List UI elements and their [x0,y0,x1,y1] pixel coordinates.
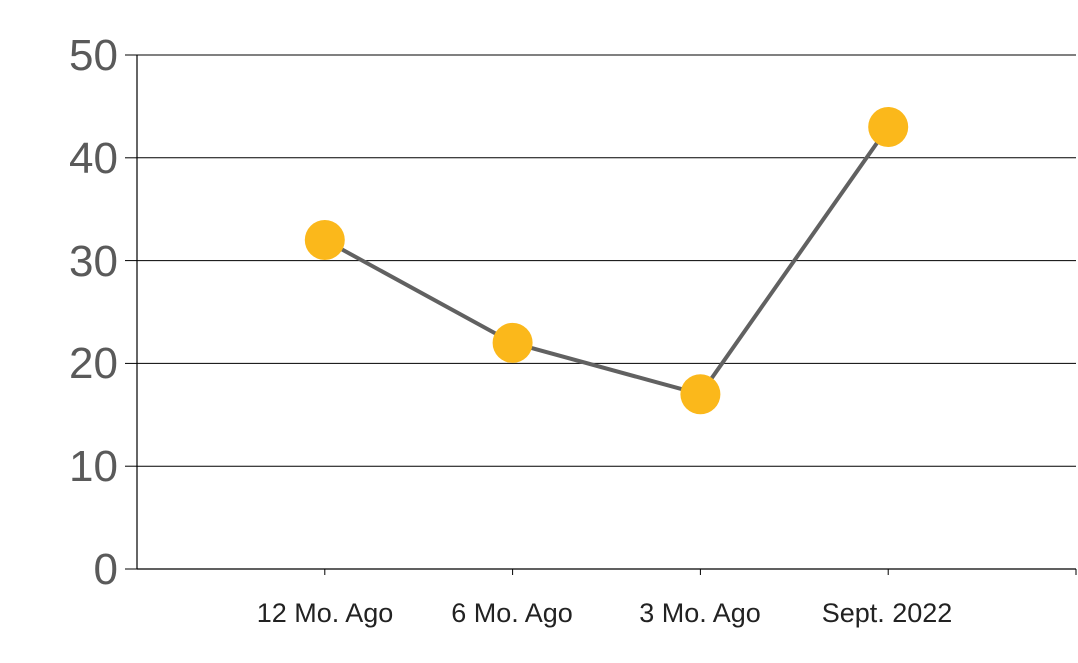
data-point [304,220,345,261]
series-markers [304,106,909,415]
series-line-segment [322,238,515,345]
x-tick-label: Sept. 2022 [822,598,953,628]
y-tick-labels: 0 10 20 30 40 50 [69,31,118,594]
y-tick-label: 40 [69,134,118,183]
series-line-segment [698,124,891,397]
x-tick-label: 3 Mo. Ago [639,598,761,628]
axes [125,54,1076,570]
series-line-segment [510,340,703,397]
gridlines [137,54,1076,467]
y-tick-label: 10 [69,442,118,491]
y-tick-label: 50 [69,31,118,80]
y-tick-label: 30 [69,237,118,286]
y-tick-label: 0 [94,545,118,594]
x-tick-marks [324,569,1077,575]
x-tick-label: 6 Mo. Ago [451,598,573,628]
data-point [868,106,909,147]
data-point [680,374,721,415]
x-tick-label: 12 Mo. Ago [257,598,394,628]
series-line [322,124,891,397]
x-tick-labels: 12 Mo. Ago 6 Mo. Ago 3 Mo. Ago Sept. 202… [257,598,953,628]
data-point [492,322,533,363]
y-tick-label: 20 [69,339,118,388]
